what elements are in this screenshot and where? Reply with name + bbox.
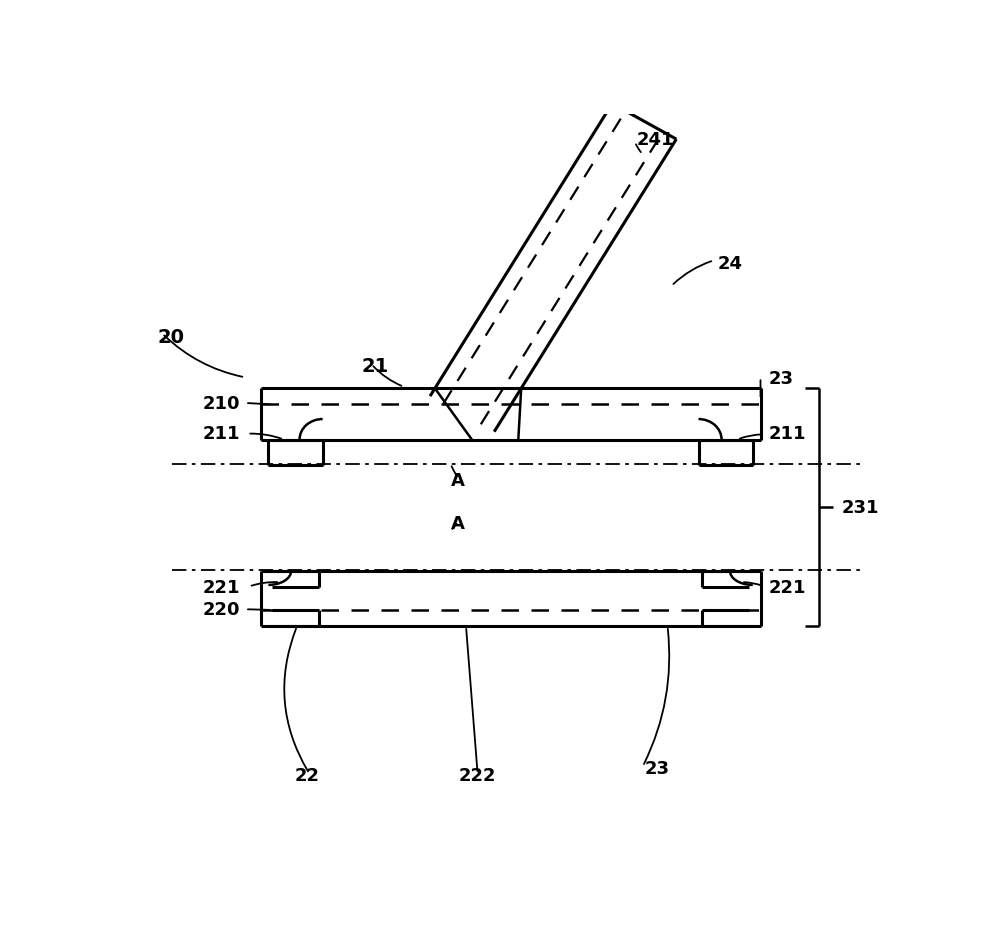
Text: 221: 221 xyxy=(768,579,806,597)
Text: 211: 211 xyxy=(202,426,240,444)
Text: 23: 23 xyxy=(768,370,793,388)
FancyArrowPatch shape xyxy=(248,403,269,405)
FancyArrowPatch shape xyxy=(644,629,669,764)
Text: 222: 222 xyxy=(459,767,496,785)
Text: 24: 24 xyxy=(718,255,743,273)
Text: 20: 20 xyxy=(158,328,185,347)
Text: A: A xyxy=(451,515,465,533)
FancyArrowPatch shape xyxy=(452,523,457,529)
Text: 241: 241 xyxy=(637,130,674,148)
FancyArrowPatch shape xyxy=(284,629,308,771)
FancyArrowPatch shape xyxy=(250,433,281,439)
FancyArrowPatch shape xyxy=(740,434,762,439)
Text: 231: 231 xyxy=(842,499,879,517)
Text: 23: 23 xyxy=(644,760,669,778)
FancyArrowPatch shape xyxy=(164,335,242,377)
Text: 220: 220 xyxy=(202,601,240,619)
FancyArrowPatch shape xyxy=(452,466,457,476)
Text: 211: 211 xyxy=(768,426,806,444)
Text: 221: 221 xyxy=(202,579,240,597)
FancyArrowPatch shape xyxy=(744,582,762,585)
Text: 210: 210 xyxy=(202,395,240,413)
Text: A: A xyxy=(451,472,465,490)
FancyArrowPatch shape xyxy=(673,261,711,284)
Text: 21: 21 xyxy=(361,357,389,376)
Text: 22: 22 xyxy=(295,767,320,785)
FancyArrowPatch shape xyxy=(636,144,641,152)
FancyArrowPatch shape xyxy=(373,366,401,386)
FancyArrowPatch shape xyxy=(252,582,277,585)
FancyArrowPatch shape xyxy=(466,629,477,771)
